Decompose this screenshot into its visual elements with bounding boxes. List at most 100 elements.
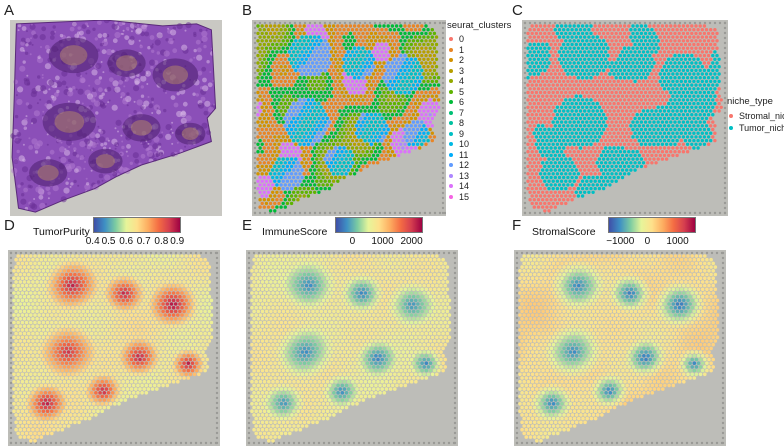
cluster-spot: [277, 164, 281, 169]
tumor-purity-spot: [199, 302, 203, 306]
tumor-purity-spot: [87, 350, 92, 354]
niche-spot: [664, 150, 669, 154]
cluster-spot: [285, 53, 290, 58]
tumor-purity-spot: [157, 265, 161, 269]
niche-spot: [583, 146, 587, 150]
niche-spot: [654, 109, 658, 113]
cluster-spot: [376, 109, 380, 113]
niche-spot: [583, 168, 587, 172]
tumor-purity-spot: [73, 257, 77, 262]
niche-spot: [538, 61, 543, 65]
niche-spot: [570, 124, 574, 128]
tumor-purity-spot: [144, 339, 149, 343]
cluster-spot: [310, 105, 315, 110]
tumor-purity-spot: [14, 257, 18, 262]
cluster-spot: [405, 42, 409, 47]
niche-spot: [675, 42, 679, 47]
cluster-spot: [294, 76, 298, 80]
niche-spot: [528, 175, 532, 180]
tumor-purity-spot: [24, 276, 29, 280]
cluster-spot: [346, 57, 350, 61]
cluster-spot: [262, 57, 266, 61]
niche-spot: [589, 186, 593, 191]
tumor-purity-spot: [203, 257, 207, 262]
niche-spot: [570, 57, 574, 61]
cluster-spot: [380, 72, 384, 76]
niche-spot: [545, 79, 549, 84]
niche-spot: [589, 179, 593, 183]
cluster-spot: [415, 83, 420, 87]
niche-spot: [557, 161, 562, 165]
tumor-purity-spot: [184, 320, 188, 325]
cluster-spot: [428, 61, 432, 65]
cluster-spot: [390, 90, 395, 95]
tumor-purity-spot: [159, 313, 163, 317]
tumor-purity-spot: [205, 328, 209, 332]
niche-spot: [547, 83, 551, 87]
tumor-purity-spot: [92, 313, 96, 317]
niche-spot: [679, 28, 683, 32]
cluster-spot: [325, 50, 329, 54]
niche-spot: [576, 164, 581, 169]
niche-spot: [583, 116, 587, 121]
cluster-spot: [298, 120, 302, 124]
cluster-spot: [256, 120, 260, 124]
tumor-purity-spot: [104, 298, 109, 303]
cluster-spot: [271, 87, 275, 91]
cluster-spot: [344, 90, 348, 95]
niche-spot: [690, 105, 694, 110]
niche-spot: [612, 131, 616, 135]
cluster-spot: [336, 98, 340, 102]
cluster-spot: [355, 168, 359, 172]
tumor-purity-spot: [171, 350, 176, 354]
tumor-purity-spot: [188, 298, 193, 303]
cluster-spot: [260, 98, 264, 102]
cluster-spot: [373, 135, 378, 139]
tumor-purity-spot: [182, 302, 186, 306]
niche-spot: [706, 113, 711, 117]
niche-spot: [660, 113, 665, 117]
niche-spot: [606, 53, 610, 58]
tumor-purity-spot: [180, 283, 184, 288]
niche-spot: [711, 31, 715, 36]
cluster-spot: [422, 94, 426, 98]
niche-spot: [580, 172, 585, 176]
cluster-spot: [296, 175, 300, 180]
niche-spot: [713, 57, 717, 61]
tumor-purity-spot: [83, 298, 88, 303]
tumor-purity-spot: [180, 269, 184, 273]
niche-spot: [641, 124, 646, 128]
niche-spot: [585, 98, 589, 102]
tumor-purity-spot: [169, 346, 174, 351]
tumor-purity-spot: [43, 257, 48, 262]
tumor-purity-spot: [127, 331, 132, 336]
niche-spot: [608, 153, 612, 158]
tumor-purity-spot: [142, 254, 146, 258]
niche-spot: [599, 131, 604, 135]
tumor-purity-spot: [121, 298, 125, 303]
cluster-spot: [348, 172, 353, 176]
tumor-purity-spot: [64, 294, 69, 299]
niche-spot: [541, 183, 545, 187]
cluster-spot: [266, 42, 271, 47]
cluster-spot: [348, 150, 353, 154]
niche-spot: [553, 168, 557, 172]
niche-spot: [616, 72, 620, 76]
tumor-purity-spot: [127, 354, 132, 358]
niche-spot: [530, 105, 534, 110]
tumor-purity-spot: [58, 305, 62, 310]
tumor-purity-spot: [127, 346, 132, 351]
cluster-spot: [384, 57, 388, 61]
niche-spot: [658, 50, 662, 54]
cluster-spot: [376, 146, 380, 150]
tumor-purity-spot: [60, 309, 65, 314]
tumor-purity-spot: [178, 294, 182, 299]
cluster-spot: [384, 138, 388, 143]
niche-spot: [639, 90, 644, 95]
cluster-spot: [359, 28, 363, 32]
niche-spot: [612, 138, 616, 143]
tumor-purity-spot: [136, 339, 140, 343]
niche-spot: [625, 35, 629, 39]
niche-spot: [555, 53, 560, 58]
tumor-purity-spot: [47, 346, 52, 351]
